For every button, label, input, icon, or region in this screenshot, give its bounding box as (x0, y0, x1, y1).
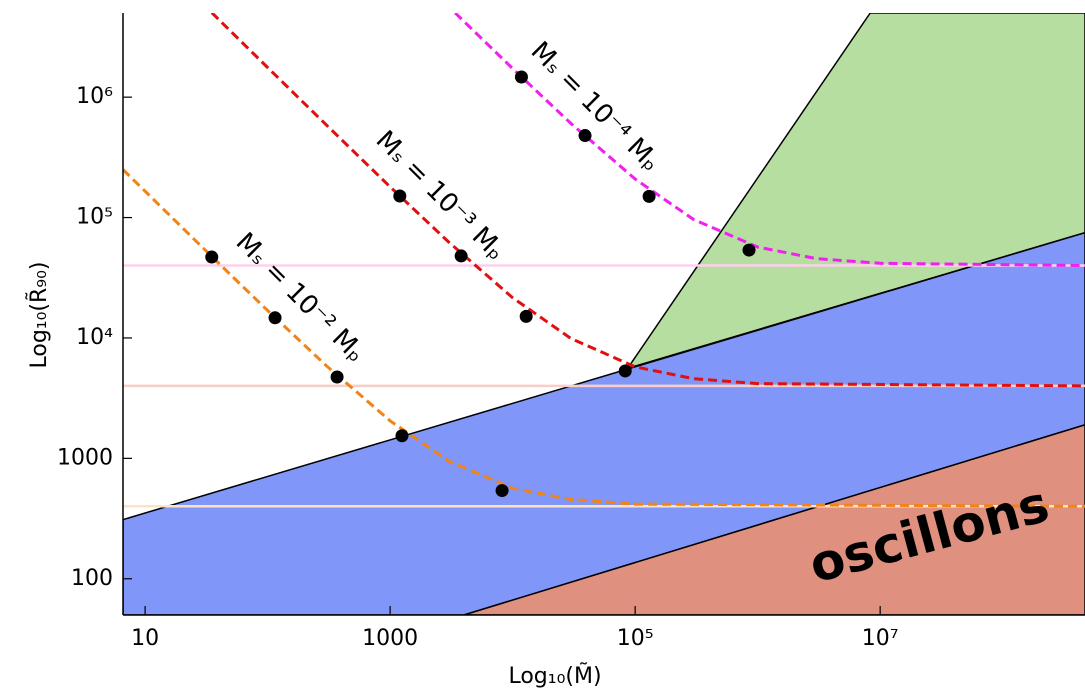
data-point (330, 370, 344, 384)
y-tick-label: 10⁴ (76, 325, 113, 350)
y-tick-label: 100 (71, 566, 113, 591)
x-tick-label: 10 (131, 626, 159, 651)
curve (123, 168, 1085, 508)
y-tick-label: 10⁶ (76, 84, 113, 109)
curve (210, 13, 1085, 388)
curve-label: Mₛ = 10⁻⁴ Mₚ (525, 36, 666, 177)
data-point (205, 250, 219, 264)
y-tick-label: 1000 (57, 445, 113, 470)
x-tick-label: 10⁵ (617, 626, 654, 651)
region (625, 13, 1085, 370)
curve (454, 13, 1085, 267)
x-tick-label: 10⁷ (862, 626, 899, 651)
data-point (742, 243, 756, 257)
y-tick-label: 10⁵ (76, 205, 113, 230)
data-point (395, 429, 409, 443)
data-point (519, 309, 533, 323)
data-point (618, 364, 632, 378)
y-axis-label: Log₁₀(R̃₉₀) (26, 261, 52, 368)
data-point (514, 70, 528, 84)
data-point (495, 484, 509, 498)
data-point (578, 129, 592, 143)
x-tick-label: 1000 (362, 626, 418, 651)
plot-area (123, 13, 1085, 615)
curve-label: Mₛ = 10⁻³ Mₚ (370, 125, 511, 266)
data-point (393, 189, 407, 203)
axes: 10 1000 10⁵ 10⁷ 100 1000 10⁴ 10⁵ 10⁶ (57, 13, 1085, 651)
data-point (454, 249, 468, 263)
curve-label: Mₛ = 10⁻² Mₚ (230, 227, 371, 368)
data-point (268, 311, 282, 325)
x-axis-label: Log₁₀(M̃) (508, 663, 601, 689)
data-point (642, 189, 656, 203)
region (463, 424, 1085, 615)
